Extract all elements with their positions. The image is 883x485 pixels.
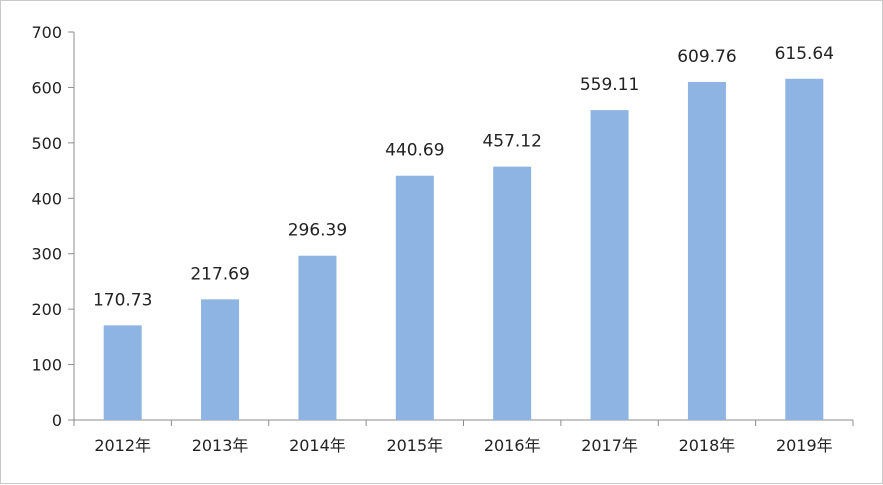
chart-axes: 0 100 200 300 400 500 600 700 [31,23,854,430]
bar-value-label: 170.73 [93,290,152,310]
y-tick-label: 300 [31,245,62,264]
x-category-label: 2012年 [94,436,151,455]
bar-value-label: 609.76 [677,47,736,67]
bar-value-label: 217.69 [190,264,249,284]
bar [687,82,726,421]
x-category-label: 2013年 [192,436,249,455]
bar-value-label: 615.64 [775,44,834,64]
chart-bars [103,78,824,421]
y-tick-label: 500 [31,134,62,153]
bar [103,325,142,420]
y-tick-label: 200 [31,300,62,319]
y-tick-label: 0 [52,411,62,430]
x-category-label: 2016年 [484,436,541,455]
bar-value-label: 440.69 [385,141,444,161]
y-tick-label: 600 [31,78,62,97]
bar [493,166,532,420]
bar [590,110,629,420]
bar-value-label: 559.11 [580,75,639,95]
y-tick-label: 700 [31,23,62,42]
chart-labels: 2012年 170.73 2013年 217.69 2014年 296.39 2015年 44… [93,44,834,455]
x-category-label: 2015年 [386,436,443,455]
y-tick-label: 100 [31,356,62,375]
x-category-label: 2018年 [679,436,736,455]
bar-value-label: 296.39 [288,221,347,241]
bar [785,78,824,420]
bar [298,255,337,420]
y-tick-label: 400 [31,189,62,208]
x-category-label: 2019年 [776,436,833,455]
bar [395,175,434,420]
bar-value-label: 457.12 [482,132,541,152]
x-category-label: 2014年 [289,436,346,455]
bar [201,299,240,420]
x-category-label: 2017年 [581,436,638,455]
